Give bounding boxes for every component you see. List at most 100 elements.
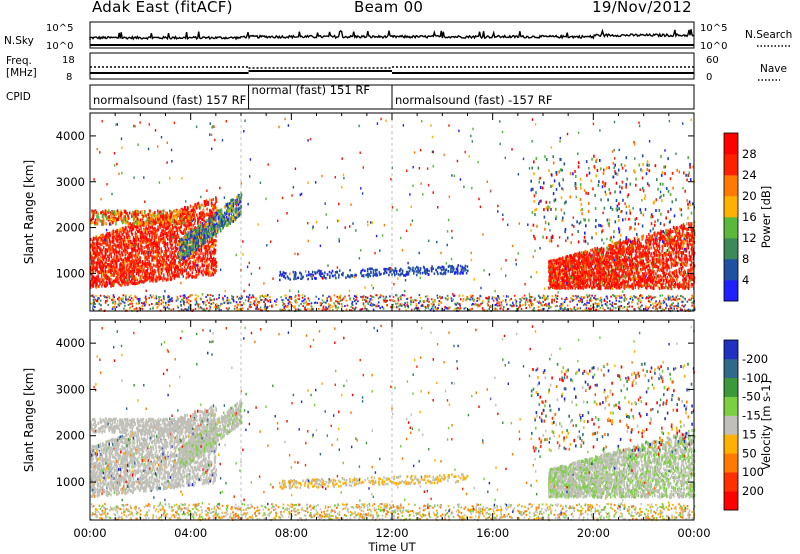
data-cell (179, 271, 182, 275)
data-cell (187, 275, 189, 279)
data-cell (103, 258, 105, 262)
data-cell (184, 230, 187, 234)
data-cell (144, 231, 146, 235)
data-cell (148, 303, 151, 306)
data-cell (489, 304, 492, 307)
data-cell (178, 247, 181, 251)
data-cell (656, 307, 658, 310)
data-cell (213, 298, 215, 301)
data-cell (132, 274, 134, 278)
data-cell (90, 294, 93, 297)
data-cell (496, 308, 498, 311)
data-cell (210, 198, 213, 202)
data-cell (185, 262, 187, 266)
data-cell (214, 248, 217, 252)
data-cell (403, 304, 406, 306)
data-cell (502, 308, 505, 311)
data-cell (547, 303, 550, 306)
data-cell (203, 213, 206, 217)
data-cell (166, 245, 169, 249)
data-cell (585, 304, 588, 307)
data-cell (160, 252, 162, 256)
data-cell (253, 304, 256, 306)
data-cell (159, 267, 161, 271)
data-cell (664, 297, 666, 300)
data-cell (232, 198, 235, 202)
data-cell (117, 234, 120, 238)
data-cell (164, 250, 166, 254)
data-cell (404, 302, 406, 305)
data-cell (393, 306, 395, 309)
data-cell (209, 208, 211, 212)
data-cell (482, 300, 484, 303)
data-cell (114, 302, 117, 305)
data-cell (171, 241, 173, 245)
data-cell (131, 232, 133, 236)
data-cell (506, 309, 508, 312)
data-cell (645, 305, 647, 308)
data-cell (114, 266, 116, 270)
data-cell (471, 294, 474, 297)
data-cell (238, 212, 240, 216)
data-cell (109, 262, 111, 266)
data-cell (142, 265, 145, 269)
data-cell (596, 302, 598, 305)
data-cell (198, 307, 200, 310)
data-cell (543, 297, 546, 300)
data-cell (131, 254, 133, 258)
data-cell (579, 307, 582, 310)
data-cell (138, 230, 140, 234)
data-cell (414, 299, 416, 301)
data-cell (670, 304, 672, 307)
data-cell (182, 294, 185, 297)
data-cell (110, 274, 112, 277)
data-cell (485, 297, 488, 300)
data-cell (210, 220, 212, 224)
data-cell (127, 283, 129, 287)
data-cell (673, 305, 675, 308)
data-cell (445, 306, 448, 309)
data-cell (134, 210, 137, 214)
data-cell (200, 204, 202, 208)
data-cell (326, 307, 329, 310)
data-cell (354, 307, 356, 310)
data-cell (172, 220, 174, 224)
data-cell (285, 306, 287, 308)
data-cell (95, 266, 97, 270)
data-cell (525, 297, 527, 300)
data-cell (231, 216, 234, 220)
data-cell (189, 255, 192, 259)
data-cell (622, 307, 624, 310)
data-cell (184, 206, 186, 209)
data-cell (196, 241, 198, 245)
data-cell (114, 268, 116, 272)
data-cell (181, 244, 183, 247)
data-cell (164, 277, 166, 281)
data-cell (139, 297, 141, 300)
data-cell (252, 294, 254, 297)
data-cell (115, 270, 117, 274)
data-cell (546, 298, 548, 300)
data-cell (129, 271, 131, 275)
data-cell (122, 279, 124, 282)
data-cell (240, 200, 242, 204)
data-cell (406, 304, 408, 307)
data-cell (308, 299, 311, 302)
data-cell (112, 294, 115, 297)
data-cell (102, 266, 104, 270)
data-cell (244, 299, 247, 302)
data-cell (90, 245, 92, 249)
data-cell (111, 273, 113, 277)
data-cell (120, 232, 122, 236)
data-cell (188, 302, 190, 305)
data-cell (123, 307, 125, 310)
data-cell (683, 305, 685, 308)
data-cell (159, 225, 161, 229)
data-cell (212, 250, 214, 254)
data-cell (217, 306, 220, 308)
data-cell (207, 211, 209, 215)
data-cell (120, 271, 122, 275)
data-cell (360, 308, 362, 311)
data-cell (180, 308, 183, 311)
data-cell (99, 249, 101, 253)
